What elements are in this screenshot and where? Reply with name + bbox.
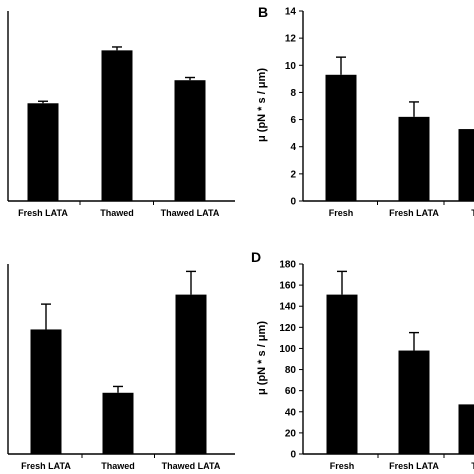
panel-a-bar [101, 50, 133, 201]
panel-a-x-tick-label: Fresh LATA [18, 208, 68, 218]
panel-c-bar [102, 392, 134, 454]
panel-c-x-tick-label: Thawed LATA [162, 461, 221, 471]
panel-b-x-tick-label: Fresh [329, 208, 354, 218]
panel-c-x-tick-label: Fresh LATA [21, 461, 71, 471]
panel-b-y-tick-label: 14 [285, 7, 297, 18]
panel-c-bar [30, 329, 62, 454]
panel-b-bar [458, 129, 474, 201]
panel-d-bar [398, 350, 430, 454]
panel-d-bar [326, 294, 358, 454]
panel-b-y-tick-label: 0 [290, 197, 296, 208]
panel-a-bar [27, 103, 59, 201]
panel-b: B μ (pN * s / μm) 0 2 4 6 8 10 12 14 Fresh Fresh … [256, 4, 474, 218]
panel-d-y-tick-label: 40 [285, 407, 297, 418]
panel-b-y-tick-label: 8 [290, 88, 296, 99]
panel-d-x-tick-label: Fresh LATA [389, 461, 439, 471]
panel-d-x-tick-label: Fresh [330, 461, 355, 471]
panel-c-x-tick-label: Thawed [101, 461, 135, 471]
panel-b-y-tick-label: 12 [285, 34, 297, 45]
panel-b-x-tick-label: Fresh LATA [389, 208, 439, 218]
panel-a-x-tick-label: Thawed LATA [161, 208, 220, 218]
panel-a-bar [174, 80, 206, 201]
panel-d-bar [458, 404, 474, 454]
panel-b-y-tick-label: 2 [290, 169, 296, 180]
panel-b-bar [325, 74, 357, 201]
panel-d-x-tick-label: T [471, 461, 474, 471]
panel-b-bar [398, 116, 430, 201]
panel-b-x-tick-label: T [471, 208, 474, 218]
panel-a: Fresh LATA Thawed Thawed LATA [7, 11, 235, 218]
panel-b-y-tick-label: 10 [285, 61, 297, 72]
panel-d-y-tick-label: 20 [285, 428, 297, 439]
panel-c-bar [175, 294, 207, 454]
panel-c: Fresh LATA Thawed Thawed LATA [7, 264, 235, 471]
panel-d-y-tick-label: 140 [279, 302, 296, 313]
panel-d-y-tick-label: 180 [279, 260, 296, 271]
panel-b-y-tick-label: 6 [290, 115, 296, 126]
panel-d-label: D [251, 249, 261, 265]
panel-d-y-tick-label: 120 [279, 323, 296, 334]
panel-d-y-tick-label: 100 [279, 344, 296, 355]
panel-d-y-tick-label: 80 [285, 365, 297, 376]
panel-d-y-tick-label: 160 [279, 281, 296, 292]
panel-d: D μ (pN * s / μm) 0 20 40 60 80 100 120 140 160 1… [251, 249, 474, 471]
panel-b-y-tick-label: 4 [290, 142, 296, 153]
panel-a-x-tick-label: Thawed [100, 208, 134, 218]
panel-b-label: B [258, 4, 268, 20]
panel-d-y-axis-label: μ (pN * s / μm) [256, 321, 268, 395]
panel-d-y-tick-label: 0 [290, 450, 296, 461]
panel-d-y-tick-label: 60 [285, 386, 297, 397]
panel-b-y-axis-label: μ (pN * s / μm) [256, 68, 268, 142]
